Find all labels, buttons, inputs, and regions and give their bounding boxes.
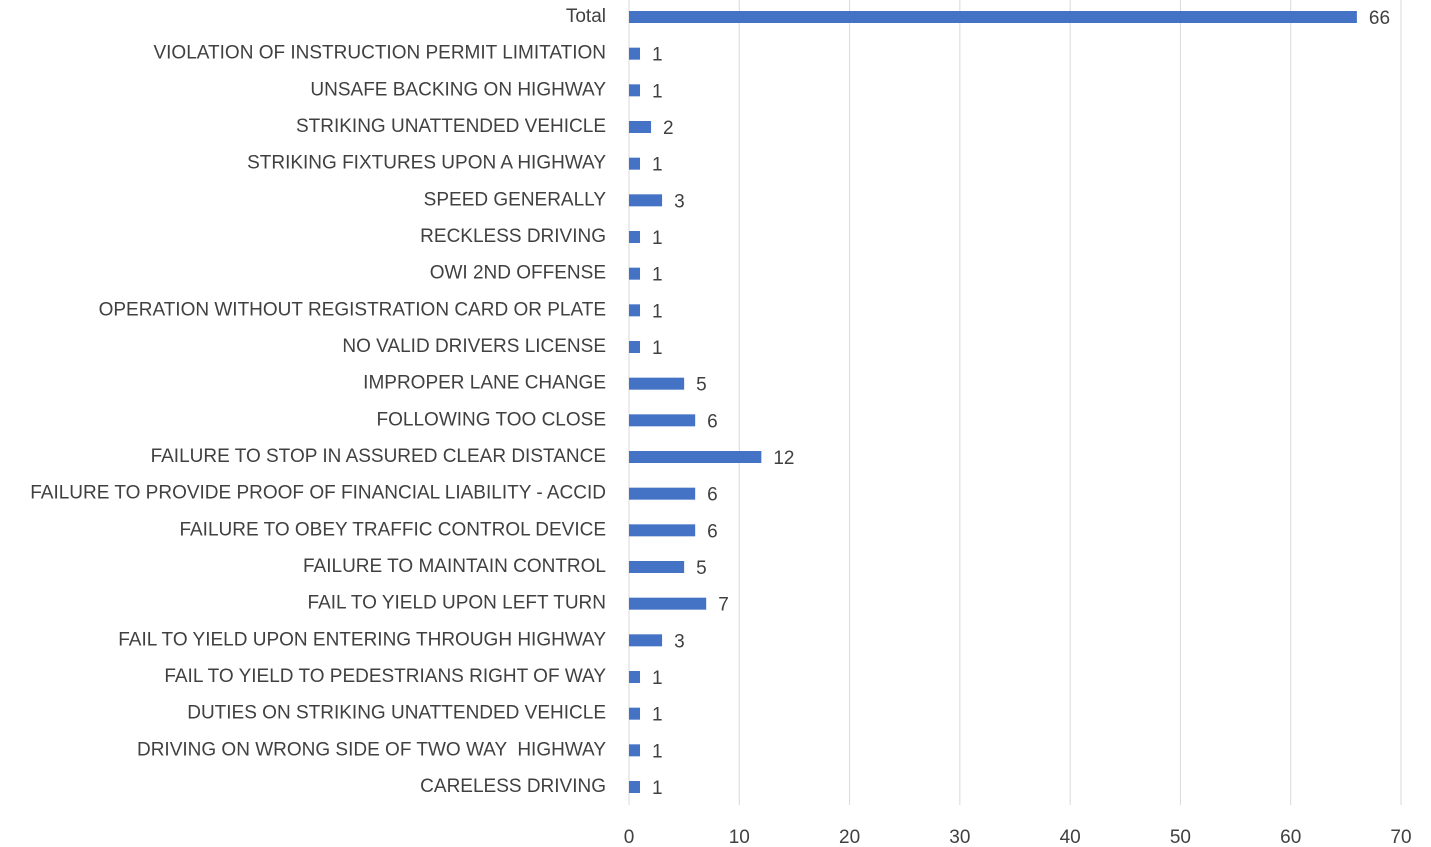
bar	[629, 231, 641, 243]
x-tick-label: 10	[729, 827, 750, 847]
data-label: 66	[1369, 8, 1390, 29]
x-tick-label: 70	[1390, 827, 1411, 847]
data-label: 3	[674, 631, 685, 652]
x-tick-label: 0	[624, 827, 635, 847]
data-label: 1	[652, 45, 663, 66]
bar	[629, 194, 663, 207]
data-label: 7	[718, 595, 729, 616]
y-tick-label: UNSAFE BACKING ON HIGHWAY	[310, 79, 606, 100]
bar	[629, 267, 641, 280]
bar	[629, 744, 641, 757]
data-label: 12	[773, 448, 794, 469]
bar	[629, 157, 641, 170]
bar	[629, 597, 707, 610]
y-tick-label: IMPROPER LANE CHANGE	[363, 373, 606, 394]
y-tick-label: Total	[566, 6, 606, 27]
data-label: 3	[674, 191, 685, 212]
bar	[629, 11, 1357, 23]
bar	[629, 634, 663, 647]
y-tick-label: SPEED GENERALLY	[424, 189, 607, 210]
y-tick-label: FAIL TO YIELD TO PEDESTRIANS RIGHT OF WA…	[164, 666, 606, 687]
data-label: 1	[652, 228, 663, 249]
bar	[629, 341, 641, 353]
data-label: 5	[696, 375, 707, 396]
data-label: 1	[652, 301, 663, 322]
y-tick-label: OPERATION WITHOUT REGISTRATION CARD OR P…	[99, 299, 606, 320]
y-tick-label: FAIL TO YIELD UPON LEFT TURN	[308, 593, 606, 614]
x-tick-label: 60	[1280, 827, 1301, 847]
data-label: 1	[652, 778, 663, 799]
data-label: 5	[696, 558, 707, 579]
bar	[629, 47, 641, 60]
y-tick-label: RECKLESS DRIVING	[420, 226, 606, 247]
y-tick-label: FAILURE TO MAINTAIN CONTROL	[303, 556, 606, 577]
bar	[629, 671, 641, 683]
bar	[629, 377, 685, 390]
y-tick-label: FAILURE TO OBEY TRAFFIC CONTROL DEVICE	[179, 519, 606, 540]
bar	[629, 487, 696, 500]
y-tick-label: STRIKING UNATTENDED VEHICLE	[296, 116, 606, 137]
data-label: 1	[652, 668, 663, 689]
y-tick-label: DUTIES ON STRIKING UNATTENDED VEHICLE	[187, 703, 606, 724]
y-tick-label: CARELESS DRIVING	[420, 776, 606, 797]
data-label: 1	[652, 741, 663, 762]
bar	[629, 451, 762, 463]
x-tick-label: 20	[839, 827, 860, 847]
y-tick-label: FAILURE TO STOP IN ASSURED CLEAR DISTANC…	[151, 446, 606, 467]
bar	[629, 84, 641, 97]
bar	[629, 304, 641, 317]
data-label: 1	[652, 155, 663, 176]
y-tick-label: STRIKING FIXTURES UPON A HIGHWAY	[247, 153, 606, 174]
y-tick-label: FAILURE TO PROVIDE PROOF OF FINANCIAL LI…	[30, 483, 606, 504]
bar	[629, 414, 696, 427]
data-label: 1	[652, 705, 663, 726]
bar	[629, 561, 685, 573]
data-label: 1	[652, 265, 663, 286]
data-label: 6	[707, 485, 718, 506]
data-label: 1	[652, 338, 663, 359]
bar	[629, 524, 696, 537]
bar	[629, 707, 641, 720]
x-tick-label: 50	[1170, 827, 1191, 847]
y-tick-label: VIOLATION OF INSTRUCTION PERMIT LIMITATI…	[153, 43, 606, 64]
bar	[629, 781, 641, 793]
bar	[629, 121, 652, 133]
data-label: 1	[652, 81, 663, 102]
y-tick-label: NO VALID DRIVERS LICENSE	[342, 336, 606, 357]
data-label: 6	[707, 521, 718, 542]
y-tick-label: FAIL TO YIELD UPON ENTERING THROUGH HIGH…	[118, 629, 606, 650]
data-label: 6	[707, 411, 718, 432]
x-tick-label: 40	[1060, 827, 1081, 847]
data-label: 2	[663, 118, 674, 139]
x-tick-label: 30	[949, 827, 970, 847]
y-tick-label: OWI 2ND OFFENSE	[430, 263, 606, 284]
y-tick-label: DRIVING ON WRONG SIDE OF TWO WAY HIGHWAY	[137, 739, 606, 760]
y-tick-label: FOLLOWING TOO CLOSE	[377, 409, 606, 430]
